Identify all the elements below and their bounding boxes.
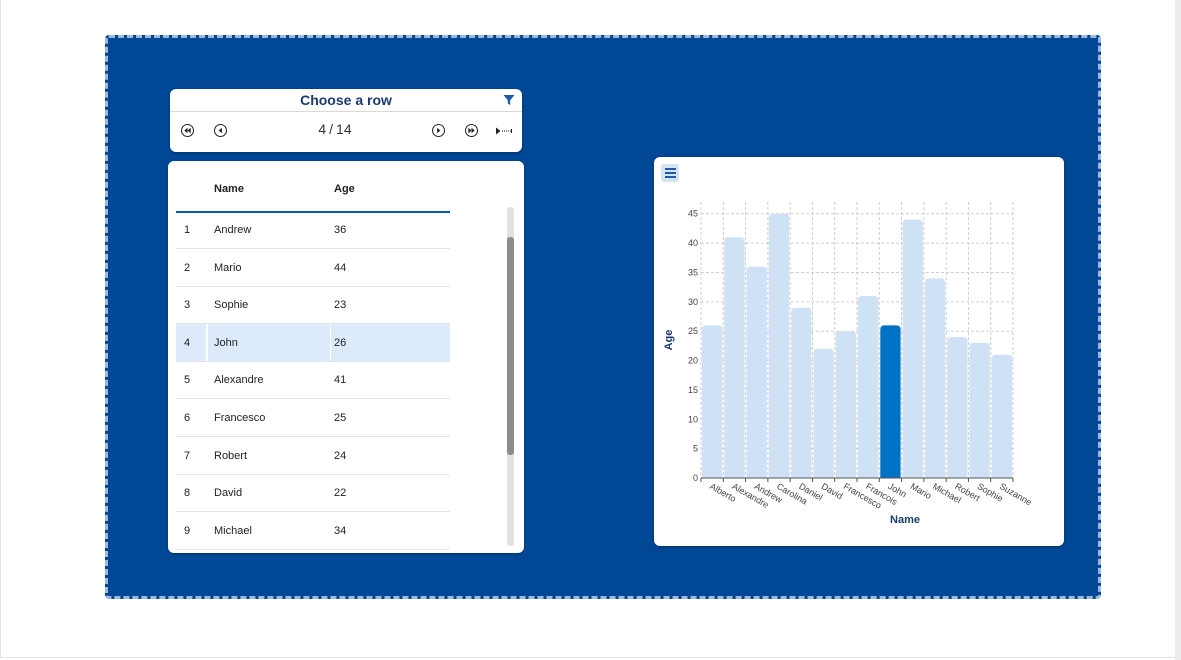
- cell-name: Mario: [214, 261, 242, 274]
- cell-divider: [206, 323, 208, 361]
- chart-menu-button[interactable]: [661, 164, 679, 182]
- y-axis-title: Age: [663, 330, 675, 351]
- y-tick-label: 30: [688, 297, 698, 307]
- bar: [924, 278, 946, 478]
- column-header-name[interactable]: Name: [214, 183, 244, 195]
- data-table-panel: Name Age 1 Andrew 36 2 Mario 44 3 Sophie 23 4 John…: [168, 161, 524, 553]
- cell-age: 23: [334, 299, 347, 312]
- bar: [702, 325, 723, 478]
- cell-age: 26: [334, 336, 347, 349]
- last-row-button[interactable]: [465, 124, 478, 137]
- y-tick-label: 15: [688, 385, 698, 395]
- bar: [746, 266, 767, 478]
- menu-icon-line: [664, 168, 676, 170]
- bar: [880, 325, 901, 478]
- play-icon[interactable]: [496, 127, 512, 135]
- row-counter: 4/14: [290, 121, 380, 137]
- row-index: 7: [184, 449, 191, 462]
- window-edge: [1175, 0, 1181, 660]
- bar: [902, 219, 923, 479]
- total-rows-number: 14: [336, 121, 352, 137]
- previous-row-button[interactable]: [214, 124, 227, 137]
- menu-icon-line: [664, 172, 676, 174]
- y-tick-label: 0: [693, 473, 698, 483]
- y-tick-label: 40: [688, 238, 698, 248]
- table-header: Name Age: [176, 161, 450, 213]
- next-row-button[interactable]: [432, 124, 445, 137]
- table-row[interactable]: 4 John 26: [176, 323, 450, 362]
- cell-age: 25: [334, 412, 347, 424]
- table-row[interactable]: 1 Andrew 36: [176, 211, 450, 249]
- row-index: 4: [184, 336, 191, 349]
- cell-age: 24: [334, 449, 347, 462]
- cell-age: 34: [334, 524, 347, 537]
- table-row[interactable]: 5 Alexandre 41: [176, 361, 450, 400]
- row-index: 6: [184, 412, 191, 424]
- counter-separator: /: [329, 121, 334, 137]
- row-selector-toolbar: Choose a row 4/14: [170, 89, 522, 152]
- cell-age: 36: [334, 224, 347, 236]
- bar: [791, 307, 812, 478]
- bar: [768, 213, 790, 478]
- cell-name: Alexandre: [214, 374, 264, 387]
- row-index: 2: [184, 261, 191, 274]
- table-row[interactable]: 9 Michael 34: [176, 512, 450, 550]
- y-tick-label: 5: [693, 444, 698, 454]
- scrollbar-thumb[interactable]: [507, 237, 514, 455]
- table-row[interactable]: 2 Mario 44: [176, 249, 450, 287]
- cell-age: 44: [334, 261, 347, 274]
- menu-icon-line: [664, 176, 676, 178]
- cell-name: Francesco: [214, 412, 266, 424]
- row-index: 8: [184, 487, 191, 500]
- first-icon: [184, 127, 191, 134]
- bar: [858, 295, 879, 478]
- y-tick-label: 20: [688, 356, 698, 366]
- table-row[interactable]: 7 Robert 24: [176, 437, 450, 475]
- x-tick-label: David: [820, 481, 845, 501]
- y-tick-label: 35: [688, 267, 698, 277]
- row-index: 1: [184, 224, 191, 236]
- cell-name: Sophie: [214, 299, 249, 312]
- bar: [724, 237, 745, 478]
- previous-icon: [218, 127, 222, 134]
- row-index: 3: [184, 299, 191, 312]
- next-icon: [437, 127, 441, 134]
- cell-name: Andrew: [214, 224, 252, 236]
- y-tick-label: 10: [688, 414, 698, 424]
- cell-name: Michael: [214, 524, 252, 537]
- bar: [947, 337, 968, 478]
- table-row[interactable]: 3 Sophie 23: [176, 286, 450, 325]
- bar: [813, 348, 834, 478]
- x-tick-label: Mario: [909, 481, 933, 501]
- chart-panel: 0 5 10 15 20 25 30 35 40 45 Alberto Alexandre Andrew…: [654, 157, 1064, 546]
- last-icon: [468, 127, 475, 134]
- y-tick-label: 25: [688, 326, 698, 336]
- x-axis-title: Name: [890, 514, 920, 526]
- bar: [969, 342, 990, 478]
- cell-name: John: [214, 336, 238, 349]
- column-header-age[interactable]: Age: [334, 183, 355, 195]
- table-row[interactable]: 6 Francesco 25: [176, 399, 450, 437]
- current-row-number: 4: [318, 121, 327, 137]
- first-row-button[interactable]: [181, 124, 194, 137]
- bar: [835, 331, 856, 478]
- y-tick-label: 45: [688, 209, 698, 219]
- filter-icon[interactable]: [503, 94, 515, 106]
- cell-name: David: [214, 487, 243, 500]
- row-index: 5: [184, 374, 191, 387]
- toolbar-title: Choose a row: [170, 89, 522, 112]
- cell-name: Robert: [214, 449, 248, 462]
- bar: [991, 354, 1012, 478]
- table-row[interactable]: 8 David 22: [176, 474, 450, 513]
- cell-divider: [330, 323, 331, 361]
- cell-age: 22: [334, 487, 347, 500]
- cell-age: 41: [334, 374, 347, 387]
- bar-chart: 051015202530354045AlbertoAlexandreAndrew…: [663, 202, 1034, 526]
- row-index: 9: [184, 524, 191, 537]
